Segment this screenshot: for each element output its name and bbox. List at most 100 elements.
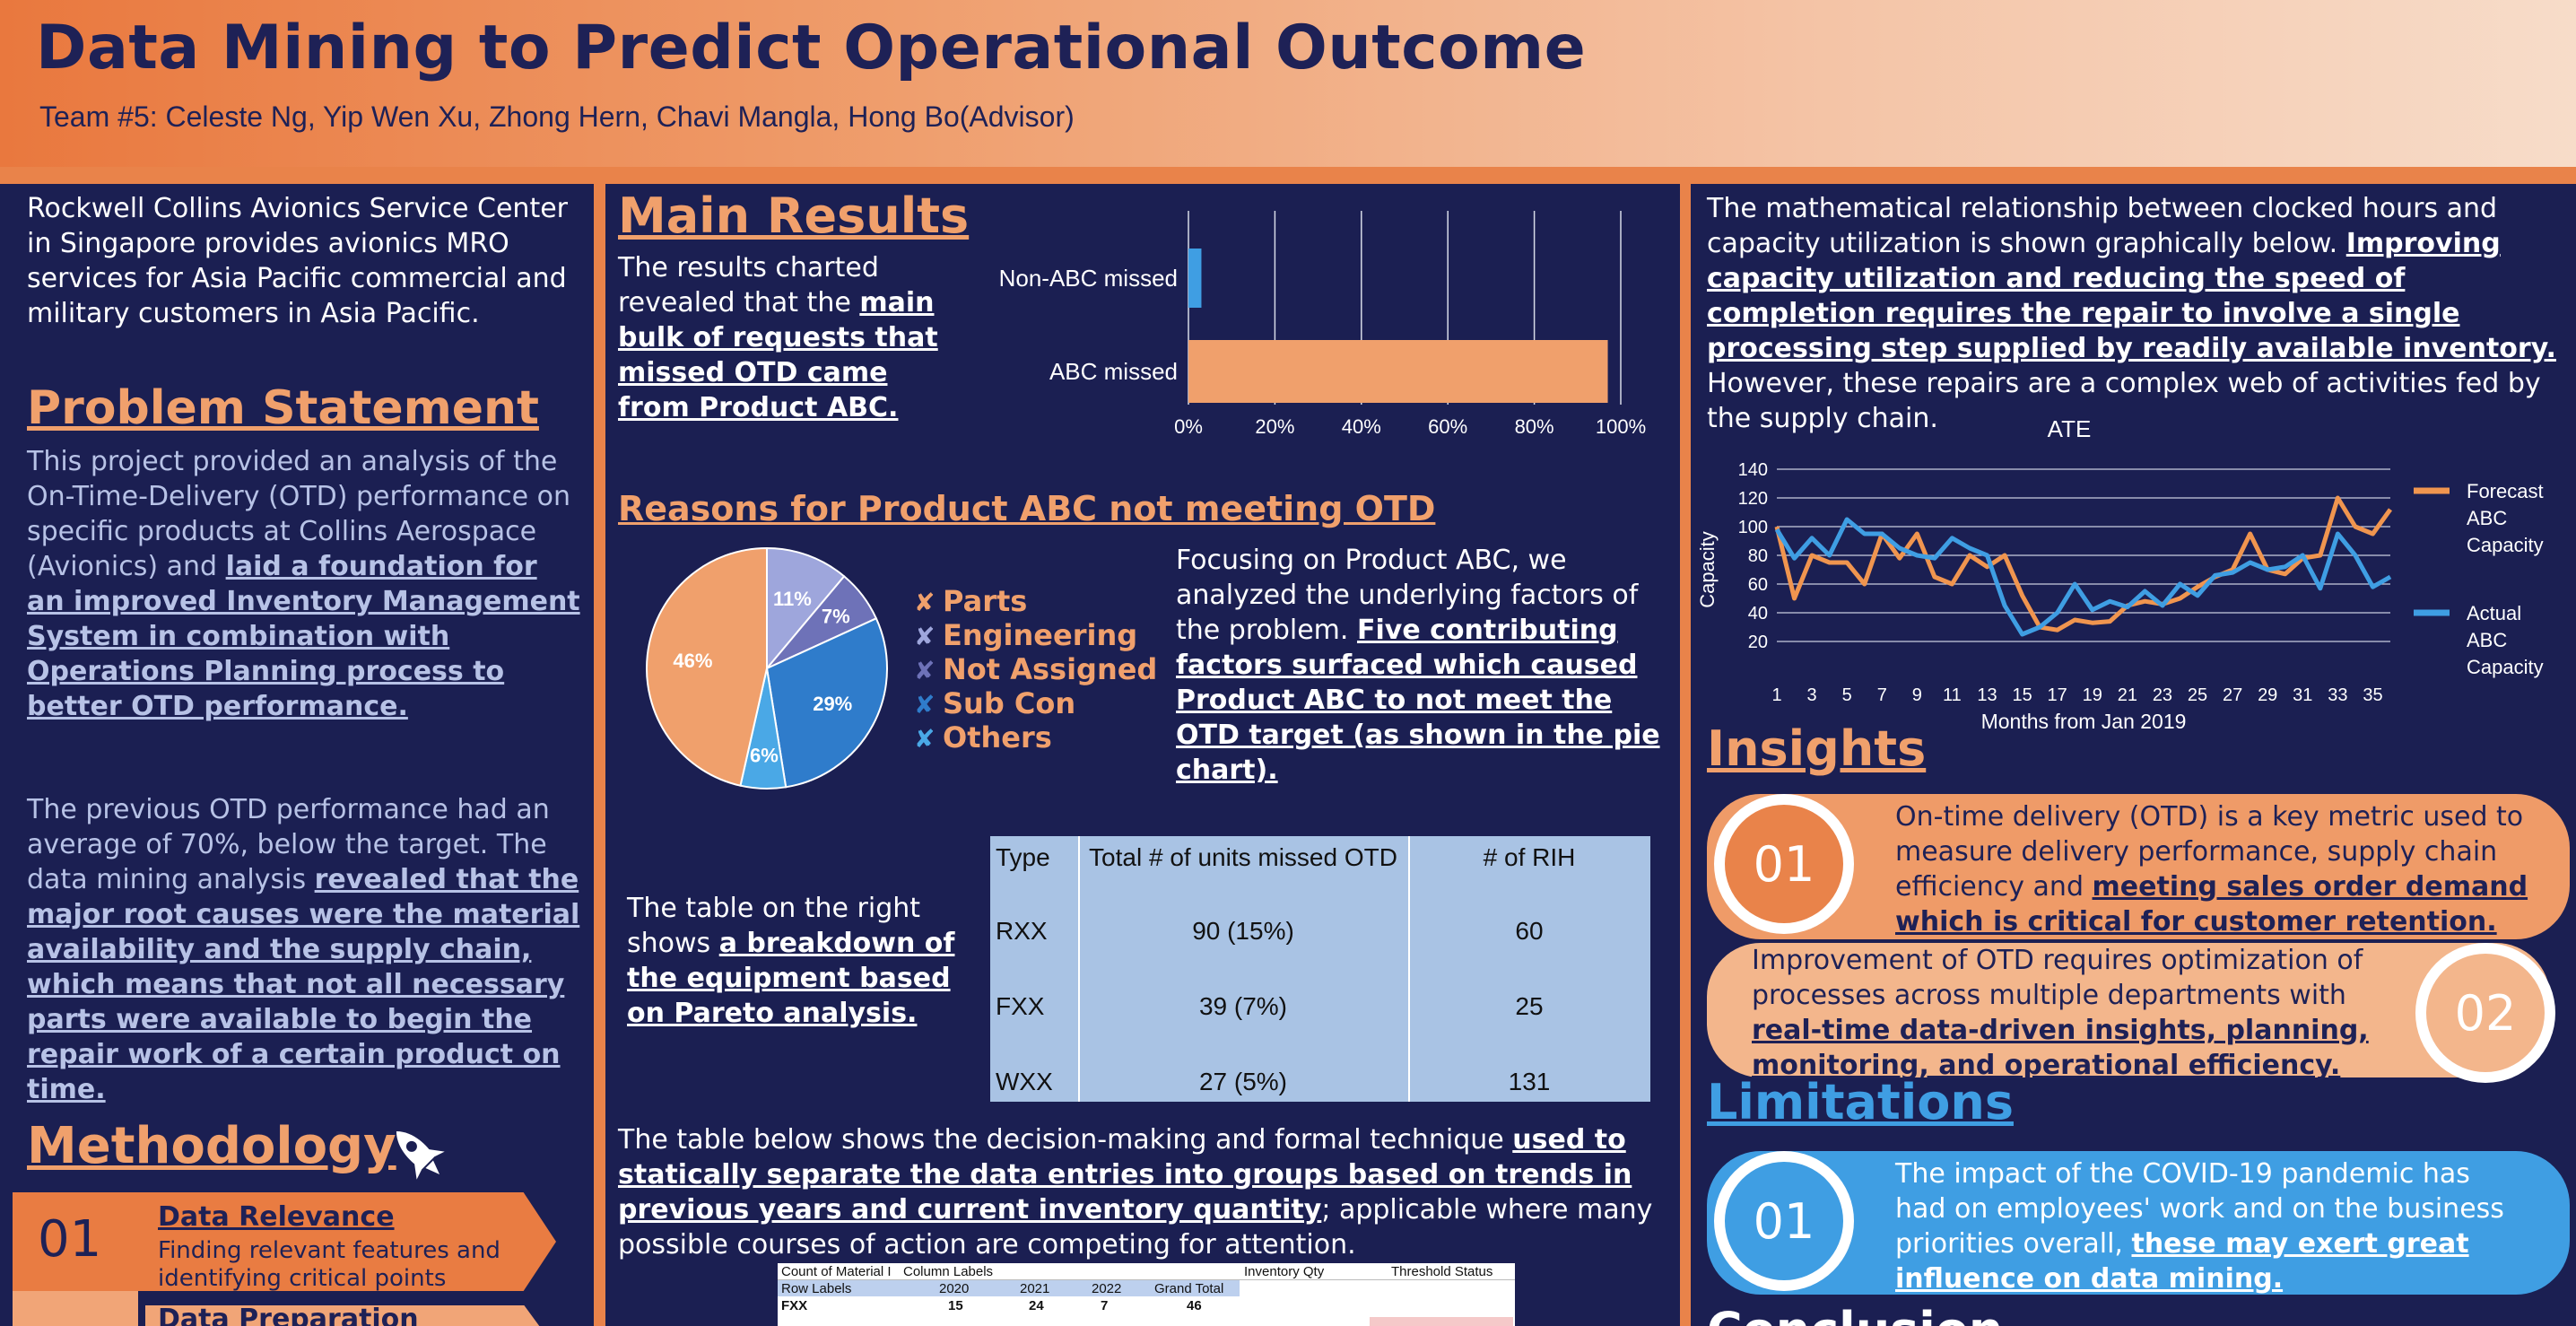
insights-heading: Insights xyxy=(1707,720,1927,777)
y-tick-label: 60 xyxy=(1748,575,1768,595)
x-tick-label: 80% xyxy=(1515,415,1554,438)
problem-p2-text: The previous OTD performance had an aver… xyxy=(27,794,550,895)
legend-label: Parts xyxy=(943,584,1028,618)
decision-body-2: ; applicable where many possible courses… xyxy=(618,1194,1653,1261)
y-tick-label: 100 xyxy=(1738,518,1768,537)
intro-text: Rockwell Collins Avionics Service Center… xyxy=(27,193,569,329)
inventory-spreadsheet: Count of Material I Column Labels Invent… xyxy=(778,1263,1515,1326)
main-results-heading: Main Results xyxy=(618,188,970,244)
category-label: ABC missed xyxy=(1049,358,1178,385)
table-cell: 39 (7%) xyxy=(1198,992,1288,1020)
main-results-body: The results charted revealed that the xyxy=(618,252,879,318)
left-column: Rockwell Collins Avionics Service Center… xyxy=(0,184,594,1326)
legend-label: Others xyxy=(943,720,1052,755)
x-tick-label: 27 xyxy=(2223,685,2242,705)
wrench-icon: ✘ xyxy=(914,690,936,720)
step-2-title: Data Preparation xyxy=(158,1304,419,1326)
table-cell: 2021 xyxy=(1020,1281,1050,1296)
table-cell: 25 xyxy=(1515,992,1544,1020)
legend-label: Forecast xyxy=(2467,480,2544,502)
x-axis-label: Months from Jan 2019 xyxy=(1981,710,2187,733)
table-row: Count of Material I Column Labels Invent… xyxy=(778,1263,1515,1280)
x-tick-label: 21 xyxy=(2118,685,2137,705)
legend-others: ✘ Others xyxy=(914,720,1052,755)
limitation-1-highlight: these may exert great influence on data … xyxy=(1895,1228,2469,1295)
limitations-heading: Limitations xyxy=(1707,1074,2014,1130)
legend-sub-con: ✘ Sub Con xyxy=(914,686,1075,720)
right-column: The mathematical relationship between cl… xyxy=(1691,184,2576,1326)
methodology-heading: Methodology xyxy=(27,1117,396,1175)
pie-slice xyxy=(765,617,888,789)
header-divider xyxy=(0,167,2576,179)
x-tick-label: 1 xyxy=(1771,685,1781,705)
y-tick-label: 20 xyxy=(1748,632,1768,652)
legend-label: Capacity xyxy=(2467,534,2544,556)
otd-missed-bar-chart: 0% 20% 40% 60% 80% 100% Non-ABC missed ABC miss… xyxy=(999,211,1646,438)
main-results-text: The results charted revealed that the ma… xyxy=(618,250,950,425)
legend-label: Not Assigned xyxy=(943,652,1158,686)
x-tick-label: 3 xyxy=(1807,685,1817,705)
x-tick-label: 29 xyxy=(2258,685,2277,705)
chart-title: ATE xyxy=(2048,415,2092,442)
step-title: Data Relevance xyxy=(158,1201,395,1233)
focus-highlight: Five contributing factors surfaced which… xyxy=(1176,615,1660,786)
table-cell: FXX xyxy=(781,1298,808,1313)
wrench-icon: ✘ xyxy=(914,622,936,651)
table-cell: 2022 xyxy=(1092,1281,1122,1296)
pie-slice xyxy=(766,546,846,671)
insight-card-1: On-time delivery (OTD) is a key metric u… xyxy=(1707,794,2570,939)
table-divider xyxy=(1408,836,1410,1102)
methodology-step-1: 01 Data Relevance Finding relevant featu… xyxy=(13,1192,556,1291)
legend-label: Engineering xyxy=(943,618,1138,652)
problem-p1-text: This project provided an analysis of the… xyxy=(27,446,571,582)
x-tick-label: 11 xyxy=(1943,685,1962,705)
right-intro-body: The mathematical relationship between cl… xyxy=(1707,193,2498,259)
reasons-heading: Reasons for Product ABC not meeting OTD xyxy=(618,489,1436,528)
problem-p2-highlight: revealed that the major root causes were… xyxy=(27,864,580,1105)
x-tick-label: 13 xyxy=(1977,685,1997,705)
table-cell: Column Labels xyxy=(903,1264,994,1279)
legend-engineering: ✘ Engineering xyxy=(914,618,1137,652)
x-tick-label: 100% xyxy=(1596,415,1646,438)
category-label: Non-ABC missed xyxy=(999,265,1178,292)
series-line xyxy=(1774,495,2393,632)
table-cell: Inventory Qty xyxy=(1244,1264,1325,1279)
badge-number: 01 xyxy=(1725,1162,1843,1280)
legend-label: Actual xyxy=(2467,602,2521,624)
threshold-fill xyxy=(1370,1317,1513,1326)
table-cell: 90 (15%) xyxy=(1192,917,1294,945)
x-tick-label: 35 xyxy=(2363,685,2382,705)
table-cell: Count of Material I xyxy=(781,1264,892,1279)
middle-column: Main Results The results charted reveale… xyxy=(605,184,1680,1326)
x-tick-label: 20% xyxy=(1255,415,1294,438)
limitation-1-badge: 01 xyxy=(1714,1151,1854,1291)
focus-text: Focusing on Product ABC, we analyzed the… xyxy=(1176,543,1667,788)
y-axis-label: Capacity xyxy=(1696,531,1719,608)
legend-label: ABC xyxy=(2467,507,2507,529)
methodology-step-2-body: Data Preparation xyxy=(145,1305,540,1326)
decision-body: The table below shows the decision-makin… xyxy=(618,1124,1513,1156)
poster-title: Data Mining to Predict Operational Outco… xyxy=(36,13,1587,83)
bar xyxy=(1188,249,1202,308)
slice-label: 6% xyxy=(750,744,779,766)
wrench-icon: ✘ xyxy=(914,588,936,617)
pie-slice xyxy=(645,546,768,787)
main-results-highlight: main bulk of requests that missed OTD ca… xyxy=(618,287,938,423)
poster-header: Data Mining to Predict Operational Outco… xyxy=(0,0,2576,179)
bar xyxy=(1188,340,1608,403)
table-divider xyxy=(1078,836,1080,1102)
pareto-text: The table on the right shows a breakdown… xyxy=(627,891,959,1031)
step-number: 01 xyxy=(38,1210,102,1269)
table-header-units: Total # of units missed OTD xyxy=(1089,843,1397,871)
slice-label: 11% xyxy=(773,588,812,610)
table-cell: 60 xyxy=(1515,917,1544,945)
legend-label: ABC xyxy=(2467,629,2507,651)
x-tick-label: 15 xyxy=(2012,685,2032,705)
limitation-1-body: The impact of the COVID-19 pandemic has … xyxy=(1895,1158,2504,1260)
insight-1-highlight: meeting sales order demand which is crit… xyxy=(1895,871,2528,938)
table-row: Row Labels 2020 2021 2022 Grand Total xyxy=(778,1280,1240,1296)
x-tick-label: 17 xyxy=(2048,685,2067,705)
legend-not-assigned: ✘ Not Assigned xyxy=(914,652,1157,686)
x-tick-label: 31 xyxy=(2293,685,2312,705)
